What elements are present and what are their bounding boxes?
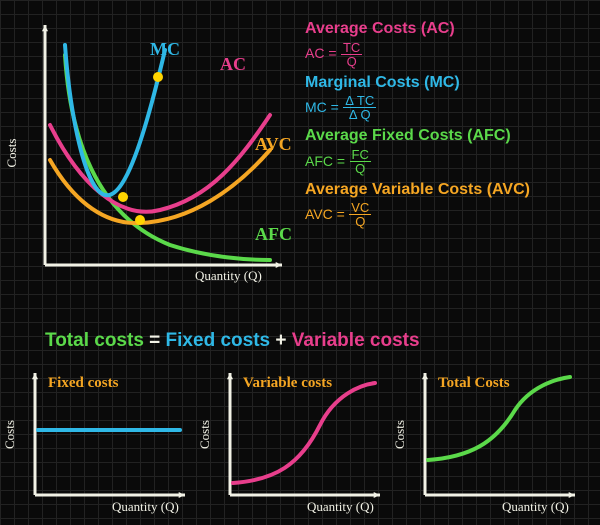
mini-title: Fixed costs	[48, 375, 119, 391]
equation-part: Variable costs	[292, 330, 420, 351]
equation-part: =	[144, 330, 166, 351]
mini-xlabel: Quantity (Q)	[112, 499, 179, 514]
mini-xlabel: Quantity (Q)	[502, 499, 569, 514]
fixed-costs-chart: Fixed costsQuantity (Q)Costs	[10, 365, 190, 525]
legend-formula-avc: AVC = VCQ	[305, 201, 595, 228]
legend-title-mc: Marginal Costs (MC)	[305, 72, 595, 94]
mini-title: Total Costs	[438, 375, 510, 391]
ac-label: AC	[220, 54, 246, 74]
y-axis-label: Costs	[4, 139, 19, 168]
mini-curve	[233, 383, 375, 483]
avc-label: AVC	[255, 134, 292, 154]
intersection-dot	[153, 72, 163, 82]
legend-title-afc: Average Fixed Costs (AFC)	[305, 125, 595, 147]
equation-part: Fixed costs	[166, 330, 271, 351]
mini-ylabel: Costs	[392, 420, 407, 449]
legend-formula-ac: AC = TCQ	[305, 41, 595, 68]
diagram-root: AFC AVC AC MC Quantity (Q) Costs Average Cost…	[0, 0, 600, 525]
mini-xlabel: Quantity (Q)	[307, 499, 374, 514]
legend-title-ac: Average Costs (AC)	[305, 18, 595, 40]
legend-formulas: Average Costs (AC) AC = TCQ Marginal Cos…	[305, 18, 595, 232]
intersection-dot	[135, 215, 145, 225]
x-axis-label: Quantity (Q)	[195, 268, 262, 283]
mc-label: MC	[150, 39, 180, 59]
totals-equation: Total costs = Fixed costs + Variable cos…	[45, 330, 585, 352]
equation-part: +	[270, 330, 292, 351]
legend-formula-mc: MC = Δ TCΔ Q	[305, 94, 595, 121]
intersection-dot	[118, 192, 128, 202]
main-cost-curves-chart: AFCAVCACMCQuantity (Q)Costs	[10, 15, 290, 280]
equation-part: Total costs	[45, 330, 144, 351]
mini-ylabel: Costs	[197, 420, 212, 449]
afc-label: AFC	[255, 224, 292, 244]
variable-costs-chart: Variable costsQuantity (Q)Costs	[205, 365, 385, 525]
mini-title: Variable costs	[243, 375, 332, 391]
total-costs-chart: Total CostsQuantity (Q)Costs	[400, 365, 580, 525]
legend-title-avc: Average Variable Costs (AVC)	[305, 179, 595, 201]
legend-formula-afc: AFC = FCQ	[305, 148, 595, 175]
mini-ylabel: Costs	[2, 420, 17, 449]
